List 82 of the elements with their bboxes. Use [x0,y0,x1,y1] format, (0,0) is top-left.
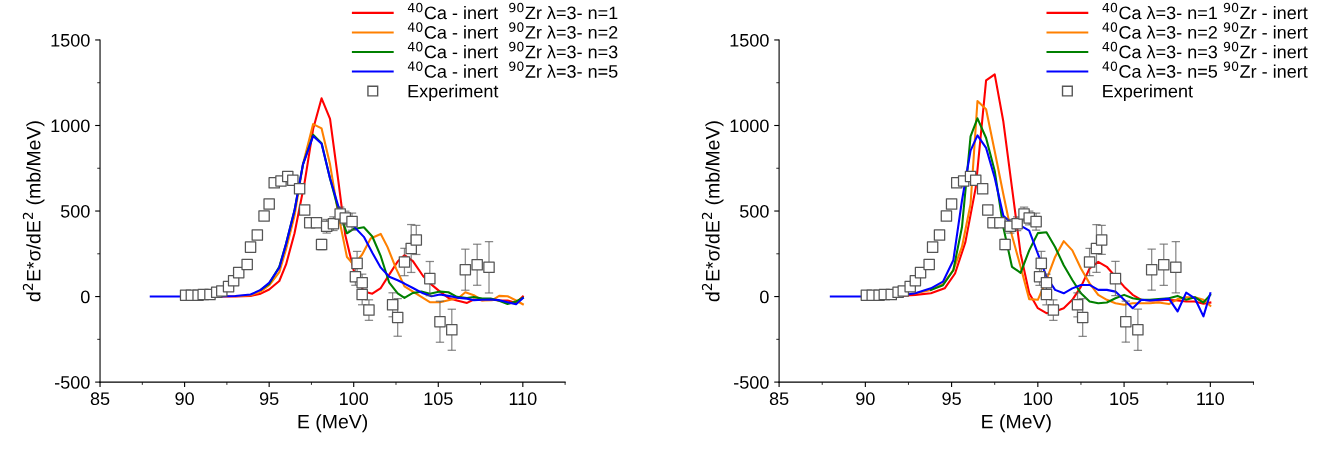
legend-label: Experiment [408,84,499,102]
point [976,183,989,195]
point [945,198,958,210]
point [1157,258,1170,271]
y-tick-label: 1500 [51,33,90,47]
point [933,229,946,241]
x-tick-label: 95 [259,392,279,406]
point [1132,323,1144,336]
legend-label: $^{40}$Ca - inert $^{90}$Zr λ=3- n=1 [407,2,618,20]
point [926,241,939,253]
x-tick-label: 100 [1024,392,1053,406]
point [410,234,423,246]
point [994,216,1006,229]
point [471,258,483,271]
y-axis-title: d$^{2}$E*σ/dE$^{2}$ (mb/MeV) [701,121,724,302]
legend-label: Experiment [1103,84,1193,102]
point [969,174,982,187]
point [258,210,270,222]
legend-label: $^{40}$Ca λ=3- n=1 $^{90}$Zr - inert [1102,2,1308,20]
point [1083,256,1096,268]
legend-label: $^{40}$Ca λ=3- n=3 $^{90}$Zr - inert [1102,41,1308,59]
x-tick-label: 110 [509,392,537,406]
x-tick-label: 100 [340,392,369,406]
point [1076,311,1089,324]
x-axis-title: E (MeV) [298,414,368,433]
point [1120,315,1132,328]
legend-label: $^{40}$Ca λ=3- n=5 $^{90}$Zr - inert [1102,61,1308,78]
y-tick-label: -500 [54,376,90,389]
point [298,204,311,216]
x-tick-label: 110 [1197,392,1225,406]
point [351,257,363,270]
y-axis-title: d$^{2}$E*σ/dE$^{2}$ (mb/MeV) [22,121,45,302]
point [363,304,375,316]
point [1047,304,1060,316]
legend-label: $^{40}$Ca - inert $^{90}$Zr λ=3- n=2 [407,22,618,39]
x-tick-label: 85 [769,392,789,406]
line-series [149,135,524,306]
x-axis-title: E (MeV) [982,414,1051,433]
point [386,299,399,311]
x-tick-label: 90 [856,392,875,406]
point [391,311,404,324]
y-tick-label: -500 [734,376,769,389]
point [241,258,253,271]
point [424,272,436,285]
y-tick-label: 500 [739,204,769,218]
point [1145,263,1158,276]
x-tick-label: 85 [90,392,110,406]
point [1040,288,1053,301]
point [446,323,458,336]
point [483,261,495,274]
point [940,210,953,222]
point [459,263,472,276]
x-tick-label: 90 [175,392,194,406]
point [982,204,994,216]
x-tick-label: 95 [942,392,961,406]
y-tick-label: 1500 [730,33,769,47]
x-tick-label: 105 [424,392,453,406]
point [1071,299,1084,311]
legend-label: $^{40}$Ca λ=3- n=2 $^{90}$Zr - inert [1102,22,1308,39]
point [1095,234,1108,246]
legend-label: $^{40}$Ca - inert $^{90}$Zr λ=3- n=3 [407,41,618,59]
point [263,198,275,210]
y-tick-label: 0 [760,290,769,304]
legend-label: $^{40}$Ca - inert $^{90}$Zr λ=3- n=5 [407,61,618,78]
point [310,216,323,229]
point [244,241,257,253]
line-series [829,134,1212,318]
point [1170,261,1182,274]
point [293,183,306,195]
point [398,256,411,268]
point [1109,272,1122,285]
point [1035,257,1048,270]
point [923,258,935,271]
point [356,288,368,301]
y-tick-label: 500 [60,204,90,218]
point [434,315,446,328]
x-tick-label: 105 [1110,392,1139,406]
y-tick-label: 0 [80,290,90,304]
point [251,229,264,241]
point [287,174,299,187]
y-tick-label: 1000 [730,119,769,133]
y-tick-label: 1000 [51,119,90,133]
